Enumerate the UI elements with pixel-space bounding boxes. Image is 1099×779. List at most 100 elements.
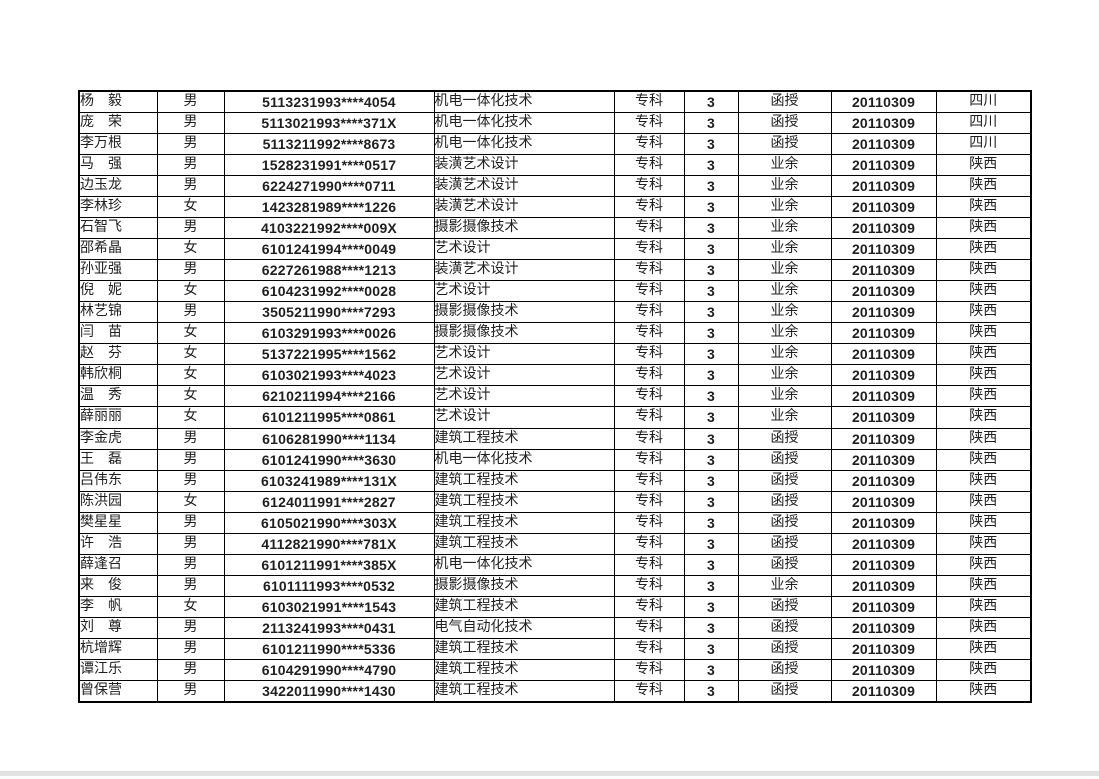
cell-id-number: 6103241989****131X [223, 469, 435, 492]
table-row: 倪 妮 女 6104231992****0028 艺术设计 专科 3 业余 20… [78, 280, 1032, 303]
cell-province: 四川 [935, 90, 1032, 114]
cell-gender: 男 [156, 175, 225, 198]
cell-level: 专科 [613, 616, 685, 639]
cell-province: 陕西 [935, 217, 1032, 240]
records-table-body: 杨 毅 男 5113231993****4054 机电一体化技术 专科 3 函授… [78, 90, 1032, 703]
cell-years: 3 [683, 511, 739, 534]
cell-major: 建筑工程技术 [433, 490, 615, 513]
cell-years: 3 [683, 490, 739, 513]
table-row: 林艺锦 男 3505211990****7293 摄影摄像技术 专科 3 业余 … [78, 301, 1032, 324]
cell-gender: 女 [156, 490, 225, 513]
cell-date: 20110309 [830, 574, 937, 597]
cell-name: 闫 苗 [78, 322, 158, 345]
cell-name: 陈洪园 [78, 490, 158, 513]
cell-gender: 男 [156, 259, 225, 282]
cell-name: 曾保营 [78, 679, 158, 703]
cell-major: 艺术设计 [433, 385, 615, 408]
table-row: 来 俊 男 6101111993****0532 摄影摄像技术 专科 3 业余 … [78, 574, 1032, 597]
cell-province: 陕西 [935, 490, 1032, 513]
table-row: 孙亚强 男 6227261988****1213 装潢艺术设计 专科 3 业余 … [78, 259, 1032, 282]
cell-id-number: 1528231991****0517 [223, 154, 435, 177]
cell-study-form: 函授 [737, 595, 832, 618]
cell-date: 20110309 [830, 154, 937, 177]
cell-study-form: 函授 [737, 112, 832, 135]
cell-study-form: 函授 [737, 427, 832, 450]
cell-province: 陕西 [935, 511, 1032, 534]
cell-province: 陕西 [935, 259, 1032, 282]
cell-date: 20110309 [830, 490, 937, 513]
cell-id-number: 4103221992****009X [223, 217, 435, 240]
cell-name: 王 磊 [78, 448, 158, 471]
cell-study-form: 业余 [737, 280, 832, 303]
cell-gender: 女 [156, 385, 225, 408]
cell-gender: 男 [156, 448, 225, 471]
cell-major: 艺术设计 [433, 280, 615, 303]
cell-name: 许 浩 [78, 532, 158, 555]
cell-gender: 男 [156, 133, 225, 156]
cell-study-form: 业余 [737, 238, 832, 261]
cell-province: 陕西 [935, 616, 1032, 639]
cell-level: 专科 [613, 112, 685, 135]
cell-major: 机电一体化技术 [433, 90, 615, 114]
cell-study-form: 函授 [737, 448, 832, 471]
cell-major: 电气自动化技术 [433, 616, 615, 639]
cell-province: 四川 [935, 112, 1032, 135]
cell-level: 专科 [613, 343, 685, 366]
table-row: 李林珍 女 1423281989****1226 装潢艺术设计 专科 3 业余 … [78, 196, 1032, 219]
cell-major: 装潢艺术设计 [433, 154, 615, 177]
cell-study-form: 函授 [737, 490, 832, 513]
cell-date: 20110309 [830, 322, 937, 345]
cell-years: 3 [683, 469, 739, 492]
cell-level: 专科 [613, 574, 685, 597]
cell-id-number: 6103291993****0026 [223, 322, 435, 345]
table-row: 樊星星 男 6105021990****303X 建筑工程技术 专科 3 函授 … [78, 511, 1032, 534]
cell-major: 建筑工程技术 [433, 469, 615, 492]
cell-gender: 女 [156, 364, 225, 387]
cell-gender: 男 [156, 112, 225, 135]
cell-name: 吕伟东 [78, 469, 158, 492]
cell-id-number: 6104231992****0028 [223, 280, 435, 303]
cell-id-number: 4112821990****781X [223, 532, 435, 555]
cell-major: 机电一体化技术 [433, 553, 615, 576]
cell-province: 陕西 [935, 658, 1032, 681]
cell-date: 20110309 [830, 532, 937, 555]
cell-years: 3 [683, 133, 739, 156]
cell-date: 20110309 [830, 616, 937, 639]
cell-name: 刘 尊 [78, 616, 158, 639]
cell-level: 专科 [613, 658, 685, 681]
cell-study-form: 业余 [737, 301, 832, 324]
cell-years: 3 [683, 679, 739, 703]
cell-date: 20110309 [830, 385, 937, 408]
cell-gender: 男 [156, 658, 225, 681]
cell-gender: 男 [156, 679, 225, 703]
table-row: 刘 尊 男 2113241993****0431 电气自动化技术 专科 3 函授… [78, 616, 1032, 639]
cell-level: 专科 [613, 406, 685, 429]
cell-gender: 男 [156, 301, 225, 324]
cell-province: 陕西 [935, 196, 1032, 219]
cell-years: 3 [683, 280, 739, 303]
table-row: 王 磊 男 6101241990****3630 机电一体化技术 专科 3 函授… [78, 448, 1032, 471]
cell-major: 建筑工程技术 [433, 595, 615, 618]
cell-study-form: 业余 [737, 175, 832, 198]
cell-years: 3 [683, 406, 739, 429]
cell-name: 倪 妮 [78, 280, 158, 303]
cell-major: 摄影摄像技术 [433, 574, 615, 597]
cell-name: 樊星星 [78, 511, 158, 534]
cell-date: 20110309 [830, 406, 937, 429]
cell-id-number: 6124011991****2827 [223, 490, 435, 513]
cell-date: 20110309 [830, 364, 937, 387]
cell-major: 装潢艺术设计 [433, 196, 615, 219]
cell-study-form: 业余 [737, 259, 832, 282]
cell-major: 艺术设计 [433, 343, 615, 366]
cell-name: 谭江乐 [78, 658, 158, 681]
cell-years: 3 [683, 322, 739, 345]
cell-study-form: 业余 [737, 406, 832, 429]
cell-id-number: 6101211995****0861 [223, 406, 435, 429]
cell-gender: 女 [156, 322, 225, 345]
cell-name: 赵 芬 [78, 343, 158, 366]
cell-date: 20110309 [830, 637, 937, 660]
cell-study-form: 业余 [737, 385, 832, 408]
cell-province: 陕西 [935, 280, 1032, 303]
cell-name: 石智飞 [78, 217, 158, 240]
